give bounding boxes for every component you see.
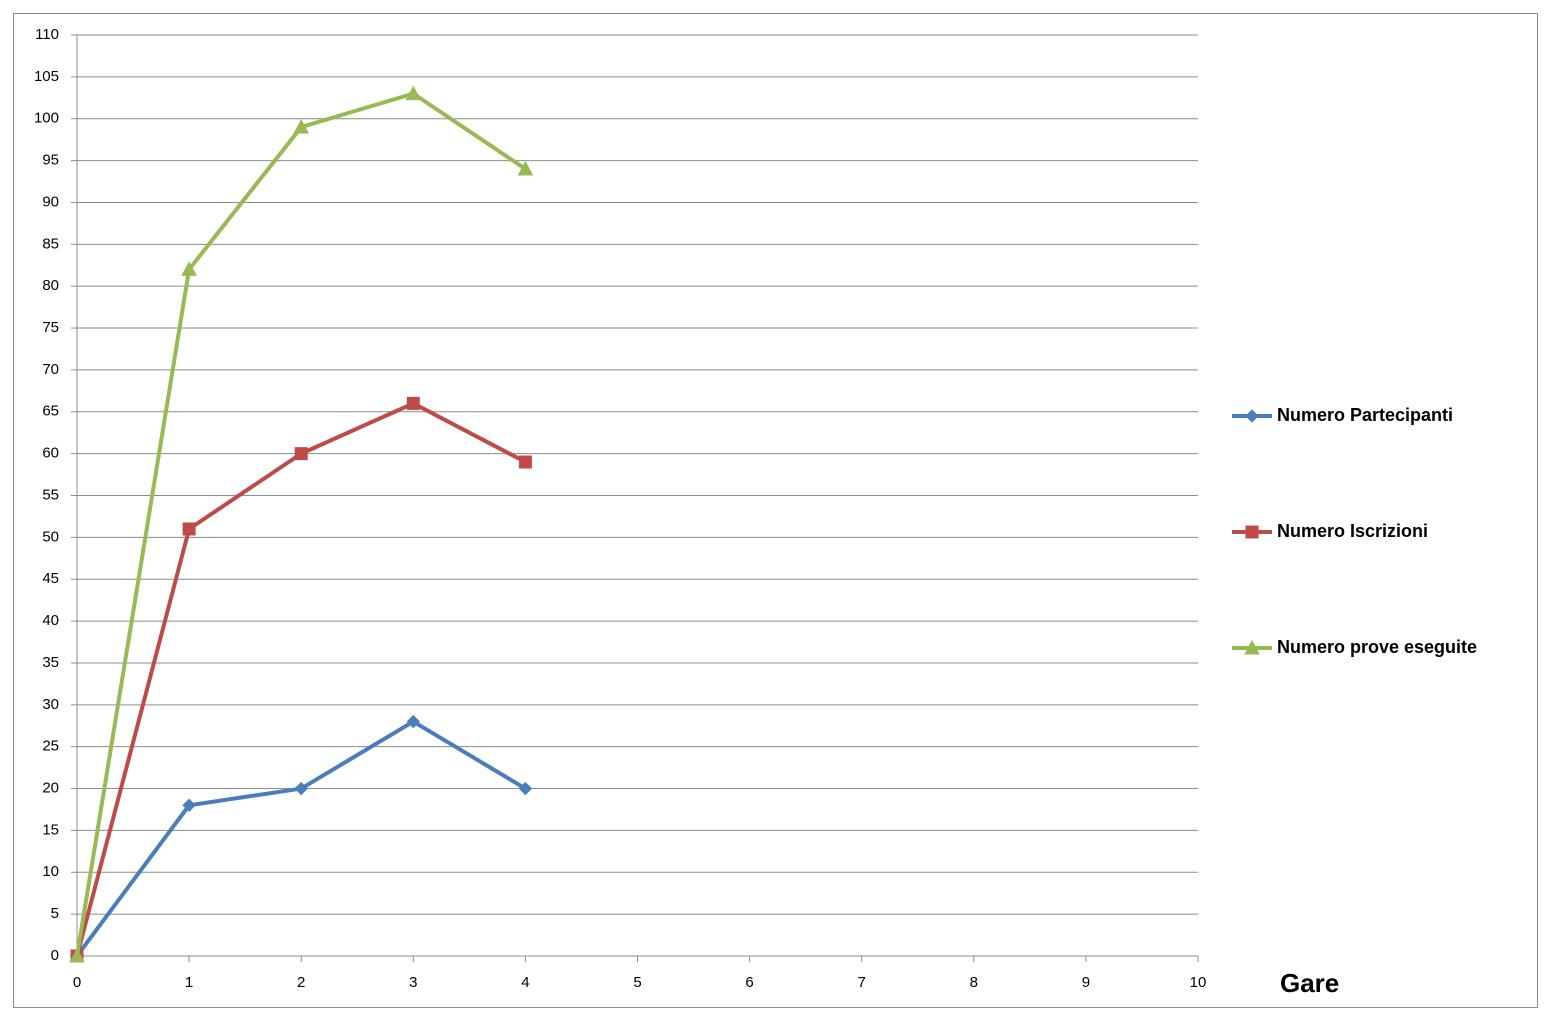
data-point — [405, 85, 422, 101]
y-tick-label: 80 — [42, 277, 59, 294]
x-tick-label: 9 — [1082, 974, 1090, 991]
y-tick-label: 20 — [42, 780, 59, 797]
data-point — [182, 798, 196, 812]
y-tick-label: 25 — [42, 738, 59, 755]
x-tick-label: 2 — [297, 974, 305, 991]
legend-label: Numero prove eseguite — [1277, 637, 1477, 657]
data-point — [518, 455, 532, 469]
data-point — [181, 261, 197, 276]
y-tick-label: 10 — [42, 863, 59, 880]
y-tick-label: 60 — [42, 445, 59, 462]
data-point — [406, 714, 421, 729]
data-point — [69, 947, 85, 963]
y-tick-label: 65 — [42, 403, 59, 420]
legend-marker — [1244, 639, 1260, 655]
legend-marker — [1245, 409, 1259, 423]
data-point — [517, 160, 534, 176]
y-tick-label: 0 — [51, 947, 59, 964]
data-point — [406, 396, 420, 410]
y-tick-label: 55 — [42, 486, 59, 503]
data-point — [182, 522, 196, 536]
data-point — [294, 447, 308, 461]
y-tick-label: 5 — [51, 905, 59, 922]
data-point — [293, 119, 310, 134]
x-tick-label: 4 — [521, 974, 529, 991]
y-tick-label: 110 — [35, 26, 59, 43]
y-tick-label: 35 — [42, 654, 59, 671]
y-tick-label: 15 — [42, 821, 59, 838]
x-tick-label: 8 — [970, 974, 978, 991]
y-tick-label: 85 — [42, 235, 59, 252]
y-tick-label: 40 — [42, 612, 59, 629]
y-tick-label: 30 — [42, 696, 59, 713]
y-tick-label: 95 — [42, 152, 59, 169]
legend-marker — [1245, 525, 1259, 539]
data-point — [518, 781, 533, 796]
y-tick-label: 105 — [34, 68, 59, 85]
y-tick-label: 45 — [42, 570, 59, 587]
x-tick-label: 3 — [409, 974, 417, 991]
x-tick-label: 5 — [633, 974, 641, 991]
x-tick-label: 1 — [185, 974, 193, 991]
legend-label: Numero Partecipanti — [1277, 405, 1453, 425]
x-tick-label: 7 — [858, 974, 866, 991]
data-point — [294, 781, 308, 796]
x-tick-label: 10 — [1190, 974, 1207, 991]
y-tick-label: 90 — [42, 193, 59, 210]
chart-border — [13, 13, 1538, 1008]
y-tick-label: 100 — [34, 110, 59, 127]
legend-label: Numero Iscrizioni — [1277, 521, 1428, 541]
y-tick-label: 70 — [42, 361, 59, 378]
y-tick-label: 50 — [42, 528, 59, 545]
y-tick-label: 75 — [42, 319, 59, 336]
x-tick-label: 6 — [745, 974, 753, 991]
x-axis-label: Gare — [1280, 968, 1339, 998]
x-tick-label: 0 — [73, 974, 81, 991]
